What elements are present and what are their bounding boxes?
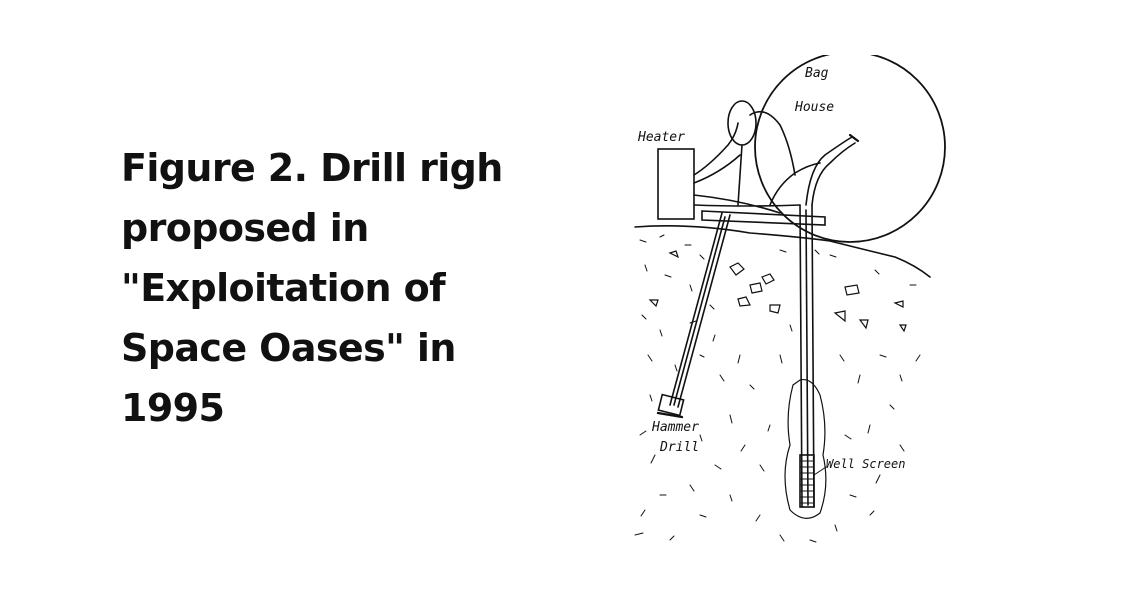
caption-line-5: 1995	[121, 386, 225, 430]
well-casing	[799, 204, 815, 508]
label-house: House	[794, 100, 834, 115]
bag-house-sphere	[754, 55, 946, 243]
caption-line-4: Space Oases" in	[121, 326, 456, 370]
drill-rig-illustration: Bag House Heater Hammer Drill Well Scree…	[630, 55, 960, 555]
well-screen-leader	[813, 466, 827, 476]
hammer-drill-shaft	[669, 212, 731, 408]
label-hammer: Hammer	[651, 420, 699, 435]
soil-texture	[634, 234, 921, 543]
label-drill: Drill	[659, 440, 699, 455]
figure-caption: Figure 2. Drill righ proposed in "Exploi…	[121, 138, 503, 438]
drill-platform	[701, 210, 826, 226]
heater-box	[657, 148, 695, 220]
bulb-stem	[737, 144, 743, 206]
caption-line-1: Figure 2. Drill righ	[121, 146, 503, 190]
drill-rig-drawing: Bag House Heater Hammer Drill Well Scree…	[634, 55, 946, 543]
hammer-drill-bit	[656, 411, 684, 419]
label-heater: Heater	[637, 130, 685, 145]
melt-zone	[784, 378, 827, 519]
well-screen-slots	[800, 460, 814, 504]
pipe-nozzle	[848, 133, 860, 143]
ground-surface	[634, 225, 931, 278]
label-bag: Bag	[805, 66, 829, 81]
caption-line-2: proposed in	[121, 206, 369, 250]
pipe-bundle	[693, 110, 856, 214]
soil-rocks	[648, 250, 907, 333]
well-screen-section	[799, 454, 815, 508]
caption-line-3: "Exploitation of	[121, 266, 446, 310]
hammer-drill-head	[657, 393, 685, 417]
label-well-screen: Well Screen	[826, 457, 905, 471]
